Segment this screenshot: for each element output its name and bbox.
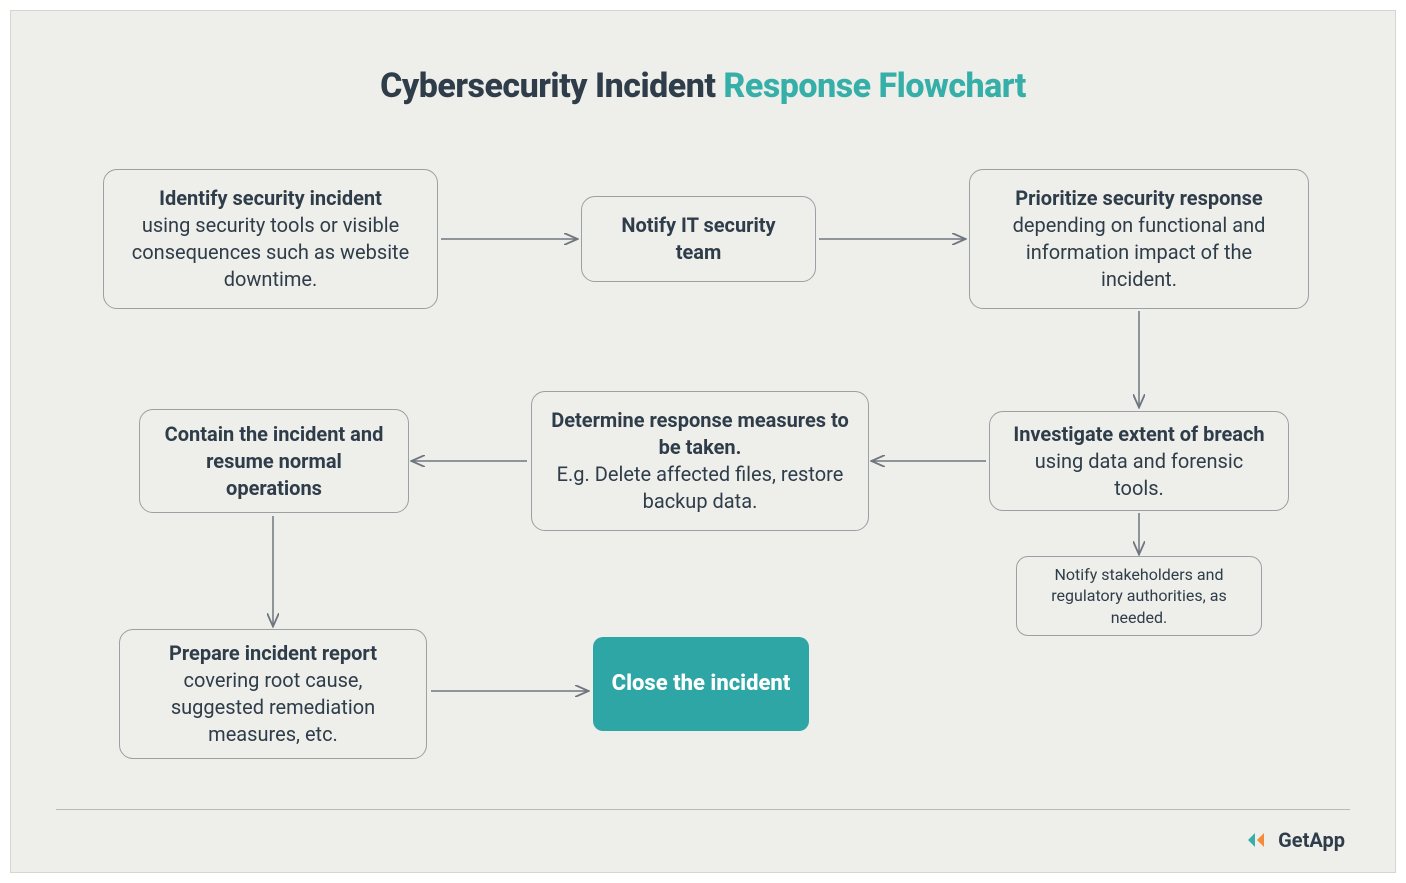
title-part-accent: Response Flowchart <box>723 66 1025 106</box>
title-part-dark: Cybersecurity Incident <box>380 66 723 106</box>
node-heading: Investigate extent of breach <box>1013 422 1264 446</box>
node-prioritize-response: Prioritize security response depending o… <box>969 169 1309 309</box>
node-body: Notify stakeholders and regulatory autho… <box>1031 564 1247 629</box>
getapp-logo-icon <box>1246 829 1272 851</box>
flowchart-title: Cybersecurity Incident Response Flowchar… <box>11 66 1395 106</box>
node-heading: Prioritize security response <box>1015 185 1262 212</box>
node-prepare-report: Prepare incident report covering root ca… <box>119 629 427 759</box>
node-heading: Prepare incident report <box>169 640 377 667</box>
node-determine-measures: Determine response measures to be taken.… <box>531 391 869 531</box>
node-heading: Notify IT security team <box>600 212 797 266</box>
brand-text: GetApp <box>1278 828 1345 852</box>
node-notify-it-team: Notify IT security team <box>581 196 816 282</box>
node-heading: Determine response measures to be taken. <box>550 407 850 461</box>
node-notify-stakeholders: Notify stakeholders and regulatory autho… <box>1016 556 1262 636</box>
node-identify-incident: Identify security incident using securit… <box>103 169 438 309</box>
node-contain-incident: Contain the incident and resume normal o… <box>139 409 409 513</box>
node-body: using data and forensic tools. <box>1035 449 1243 500</box>
node-body: covering root cause, suggested remediati… <box>138 667 408 748</box>
node-heading: Identify security incident <box>159 185 382 212</box>
flowchart-canvas: Cybersecurity Incident Response Flowchar… <box>10 10 1396 873</box>
node-heading: Close the incident <box>612 669 791 699</box>
brand-logo: GetApp <box>1246 828 1345 852</box>
node-body: E.g. Delete affected files, restore back… <box>550 461 850 515</box>
node-body: depending on functional and information … <box>988 212 1290 293</box>
footer-divider <box>56 809 1350 810</box>
node-body: using security tools or visible conseque… <box>122 212 419 293</box>
node-heading: Contain the incident and resume normal o… <box>158 421 390 502</box>
node-investigate-breach: Investigate extent of breach using data … <box>989 411 1289 511</box>
node-close-incident: Close the incident <box>593 637 809 731</box>
